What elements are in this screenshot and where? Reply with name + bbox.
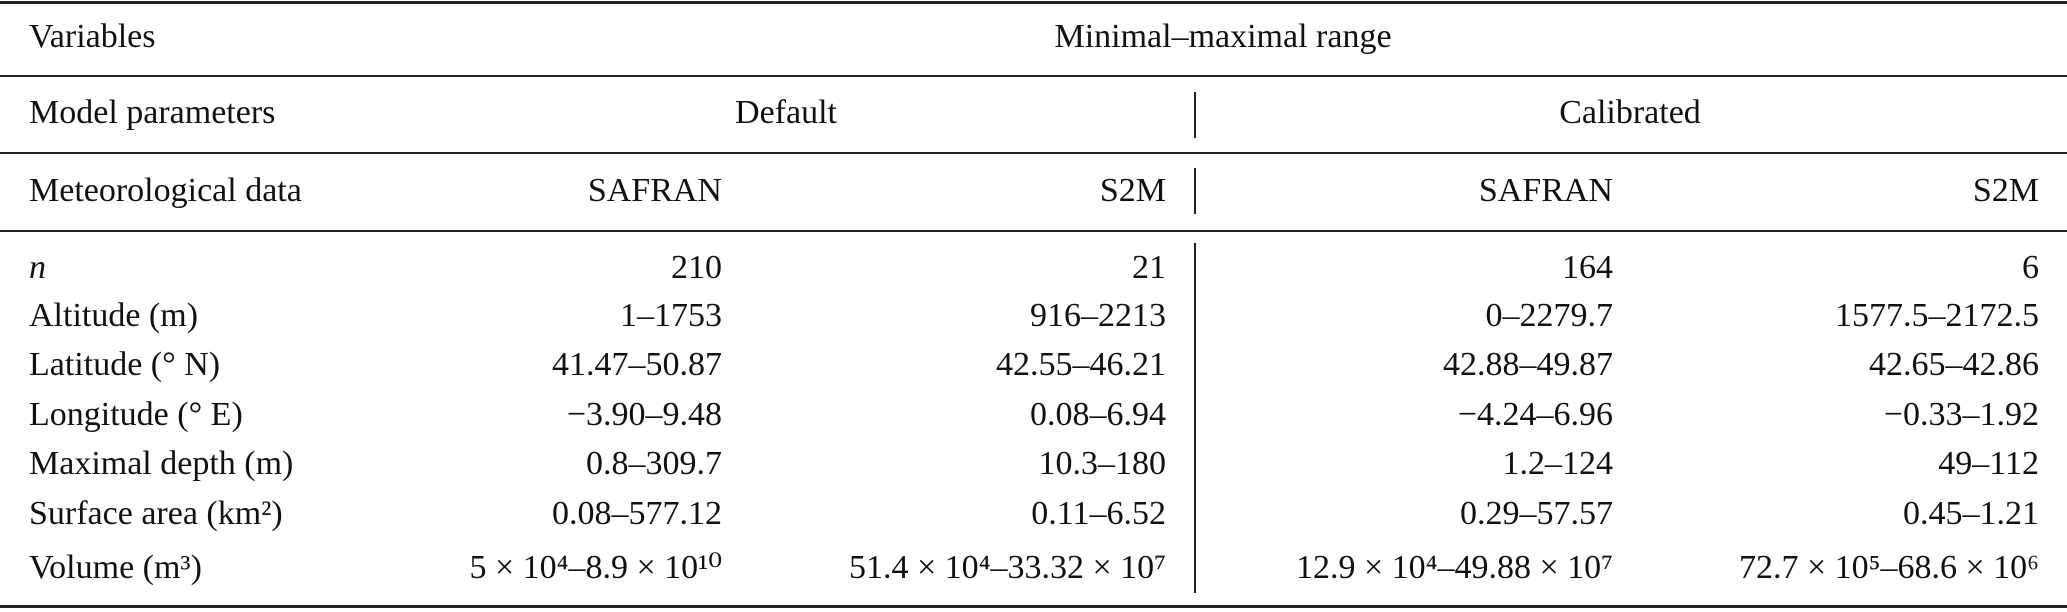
column-header: S2M — [1099, 172, 1166, 209]
row-label: n — [29, 249, 46, 286]
top-rule — [0, 1, 2067, 4]
cell: 41.47–50.87 — [552, 346, 722, 383]
cell: 0.08–6.94 — [1030, 396, 1166, 433]
row-label: Volume (m³) — [29, 549, 202, 586]
row-label: Latitude (° N) — [29, 346, 221, 383]
row-label: Altitude (m) — [29, 297, 199, 334]
cell: 51.4 × 10⁴–33.32 × 10⁷ — [848, 549, 1166, 586]
cell: 0.29–57.57 — [1460, 495, 1613, 532]
cell: 0.45–1.21 — [1903, 495, 2039, 532]
column-divider — [1194, 168, 1196, 214]
cell: 12.9 × 10⁴–49.88 × 10⁷ — [1295, 549, 1613, 586]
header-cell: Default — [735, 94, 837, 131]
column-divider — [1194, 243, 1196, 593]
cell: 10.3–180 — [1038, 445, 1167, 482]
cell: 1–1753 — [620, 297, 722, 334]
cell: 72.7 × 10⁵–68.6 × 10⁶ — [1738, 549, 2039, 586]
cell: 0–2279.7 — [1485, 297, 1614, 334]
cell: 916–2213 — [1030, 297, 1166, 334]
column-header: S2M — [1972, 172, 2039, 209]
cell: 164 — [1562, 249, 1613, 286]
cell: −0.33–1.92 — [1883, 396, 2039, 433]
cell: 5 × 10⁴–8.9 × 10¹⁰ — [469, 549, 722, 586]
cell: 42.55–46.21 — [996, 346, 1166, 383]
cell: 1577.5–2172.5 — [1835, 297, 2039, 334]
header-cell: Model parameters — [29, 94, 276, 131]
cell: 42.65–42.86 — [1869, 346, 2039, 383]
bottom-rule — [0, 605, 2067, 608]
row-label: Maximal depth (m) — [29, 445, 294, 482]
cell: 0.11–6.52 — [1031, 495, 1166, 532]
cell: −3.90–9.48 — [566, 396, 722, 433]
column-header: SAFRAN — [587, 172, 722, 209]
rule — [0, 75, 2067, 77]
header-cell: Variables — [29, 18, 156, 55]
header-cell: Minimal–maximal range — [1054, 18, 1392, 55]
row-label: Longitude (° E) — [29, 396, 243, 433]
rule — [0, 152, 2067, 154]
cell: 21 — [1132, 249, 1166, 286]
rule — [0, 230, 2067, 232]
cell: 0.8–309.7 — [586, 445, 722, 482]
cell: 0.08–577.12 — [552, 495, 722, 532]
cell: 210 — [671, 249, 722, 286]
header-cell: Calibrated — [1559, 94, 1701, 131]
cell: 1.2–124 — [1502, 445, 1614, 482]
cell: 42.88–49.87 — [1443, 346, 1613, 383]
cell: −4.24–6.96 — [1457, 396, 1613, 433]
header-cell: Meteorological data — [29, 172, 302, 209]
column-header: SAFRAN — [1478, 172, 1613, 209]
cell: 49–112 — [1938, 445, 2039, 482]
cell: 6 — [2022, 249, 2039, 286]
row-label: Surface area (km²) — [29, 495, 283, 532]
column-divider — [1194, 92, 1196, 138]
